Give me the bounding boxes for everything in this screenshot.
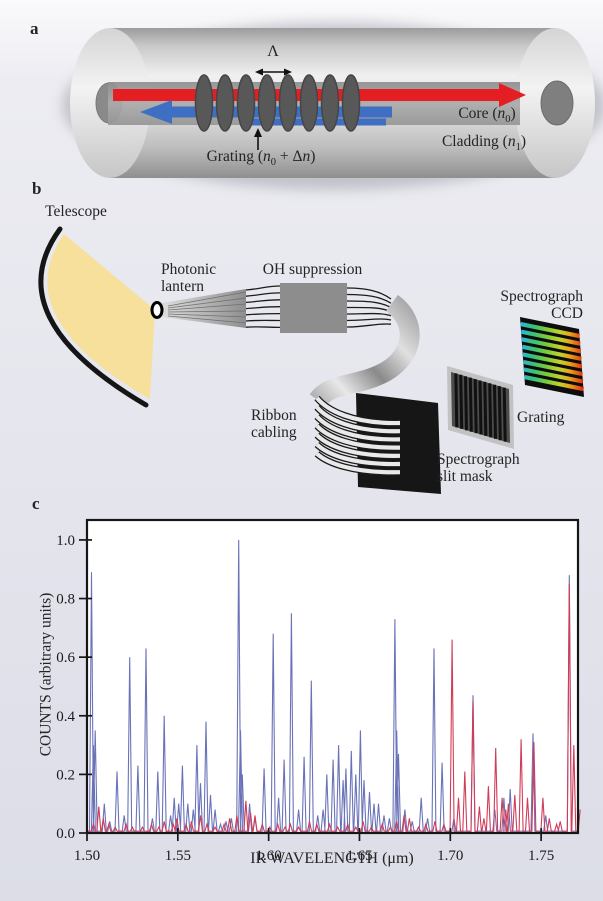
core-label: Core (n0) — [458, 105, 516, 126]
dispersion-grating — [447, 366, 514, 449]
spectrograph-ccd — [520, 317, 584, 397]
photonic-lantern-horn — [162, 289, 246, 328]
ribbon-fiber-fan — [314, 395, 401, 476]
y-axis-label: COUNTS (arbitrary units) — [37, 592, 55, 757]
telescope-mirror-arc — [38, 226, 149, 408]
cladding-label: Cladding (n1) — [441, 133, 527, 154]
grating-pointer-arrow — [254, 128, 262, 150]
x-axis-label: IR WAVELENGTH (μm) — [250, 850, 414, 867]
slit-mask-label: Spectrograph slit mask — [437, 451, 520, 485]
panel-letter-b: b — [32, 179, 42, 198]
photonic-lantern-label: Photonic lantern — [161, 261, 217, 295]
fiber-diagram — [62, 22, 603, 190]
fibers-into-box — [245, 285, 281, 329]
grating-period-label: Λ — [267, 43, 279, 60]
telescope-label: Telescope — [45, 203, 107, 220]
forward-arrow-head — [499, 83, 526, 107]
svg-text:0.2: 0.2 — [56, 767, 75, 783]
lambda-period-arrow — [255, 68, 292, 76]
series-red — [87, 583, 581, 832]
svg-text:0.8: 0.8 — [56, 592, 75, 608]
svg-text:1.70: 1.70 — [437, 848, 463, 864]
instrument-diagram — [38, 226, 584, 494]
grating-label: Grating (n0 + Δn) — [206, 148, 316, 169]
photonic-lantern-tip — [150, 301, 164, 319]
telescope-beam-cone — [47, 234, 155, 399]
panel-letter-a: a — [30, 19, 39, 38]
svg-text:1.0: 1.0 — [56, 533, 75, 549]
fibers-out-of-box — [346, 287, 392, 328]
reflected-arrow-head — [140, 100, 172, 124]
svg-text:1.55: 1.55 — [165, 848, 191, 864]
svg-text:1.60: 1.60 — [256, 848, 282, 864]
svg-text:1.50: 1.50 — [74, 848, 100, 864]
ribbon-cabling-label: Ribbon cabling — [251, 407, 297, 441]
ribbon-cable-band — [309, 294, 420, 407]
svg-text:1.65: 1.65 — [346, 848, 372, 864]
svg-text:0.4: 0.4 — [56, 709, 75, 725]
spectrum-chart: 1.50 1.55 1.60 1.65 1.70 1.75 0.0 0.2 0.4 0.6 0.8 1… — [56, 518, 581, 864]
ccd-label: Spectrograph CCD — [500, 288, 583, 322]
fiber-right-core-hole — [540, 80, 574, 126]
grating-rings — [194, 74, 361, 132]
oh-suppression-box — [280, 283, 347, 333]
grating-b-label: Grating — [517, 409, 565, 426]
svg-text:0.6: 0.6 — [56, 650, 75, 666]
svg-text:1.75: 1.75 — [528, 848, 554, 864]
oh-suppression-label: OH suppression — [262, 261, 363, 278]
svg-text:0.0: 0.0 — [56, 826, 75, 842]
photonic-lantern-horn-lines — [167, 291, 247, 324]
panel-letter-c: c — [32, 494, 40, 513]
